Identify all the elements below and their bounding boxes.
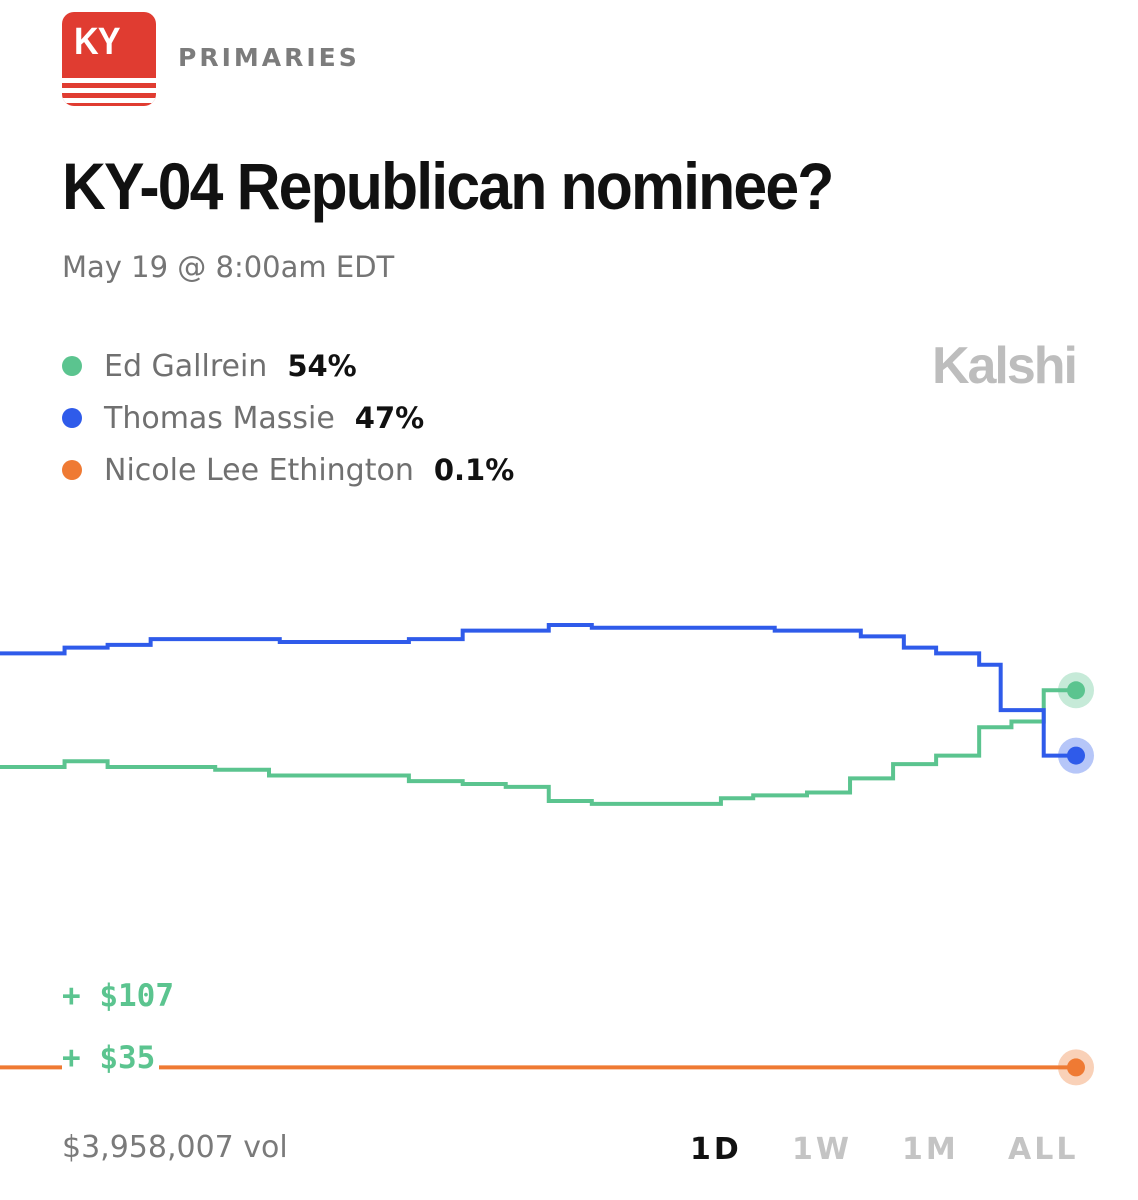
endpoint-marker-thomas-massie[interactable] [1067, 746, 1085, 765]
legend-value: 54% [287, 349, 357, 383]
legend-dot-icon [62, 408, 82, 428]
price-chart[interactable] [0, 500, 1138, 1090]
volume-label: $3,958,007 vol [62, 1130, 288, 1165]
endpoint-marker-nicole-lee-ethington[interactable] [1067, 1058, 1085, 1077]
logo-stripe [62, 88, 156, 93]
legend-item-gallrein[interactable]: Ed Gallrein 54% [62, 340, 514, 392]
range-1m-button[interactable]: 1M [902, 1132, 959, 1167]
range-all-button[interactable]: ALL [1008, 1132, 1079, 1167]
chart-legend: Ed Gallrein 54% Thomas Massie 47% Nicole… [62, 340, 514, 496]
logo-stripe [62, 98, 156, 103]
legend-dot-icon [62, 460, 82, 480]
series-line-thomas-massie [0, 622, 1076, 758]
flow-label: + $107 [62, 978, 178, 1014]
flow-label: + $35 [62, 1040, 160, 1076]
time-range-selector: 1D 1W 1M ALL [0, 1132, 1138, 1172]
legend-value: 47% [354, 401, 425, 435]
range-1w-button[interactable]: 1W [792, 1132, 852, 1167]
legend-dot-icon [62, 356, 82, 376]
logo-text: KY [74, 21, 121, 63]
category-label: PRIMARIES [178, 43, 360, 72]
legend-item-ethington[interactable]: Nicole Lee Ethington 0.1% [62, 444, 514, 496]
state-logo: KY [62, 12, 156, 106]
legend-value: 0.1% [433, 453, 515, 487]
endpoint-marker-ed-gallrein[interactable] [1067, 681, 1085, 700]
range-1d-button[interactable]: 1D [690, 1132, 742, 1167]
brand-logo: Kalshi [931, 337, 1078, 395]
legend-name: Nicole Lee Ethington [104, 452, 414, 488]
market-title: KY-04 Republican nominee? [62, 149, 834, 223]
logo-stripe [62, 78, 156, 83]
market-date: May 19 @ 8:00am EDT [62, 250, 395, 284]
legend-item-massie[interactable]: Thomas Massie 47% [62, 392, 514, 444]
legend-name: Ed Gallrein [104, 348, 268, 384]
legend-name: Thomas Massie [104, 400, 335, 436]
series-line-ed-gallrein [0, 688, 1076, 806]
